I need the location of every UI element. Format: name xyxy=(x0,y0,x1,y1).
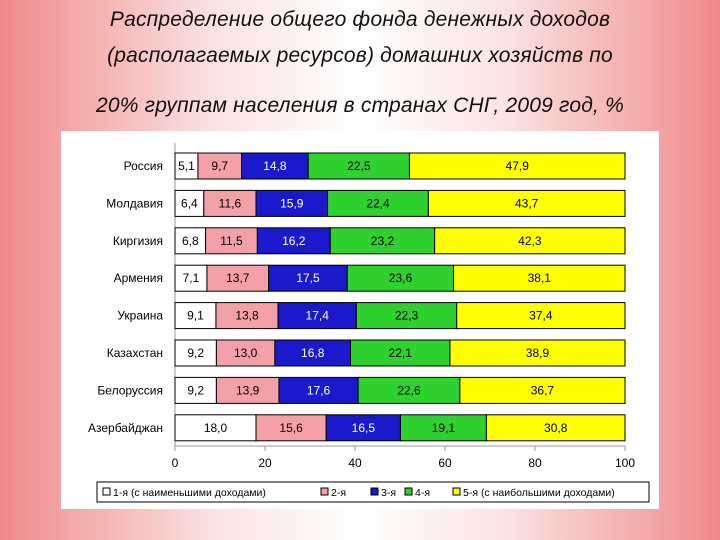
data-label: 6,4 xyxy=(181,196,198,210)
data-label: 9,1 xyxy=(187,309,204,323)
bar-segment xyxy=(174,339,217,367)
data-label: 16,8 xyxy=(301,346,325,360)
data-label: 22,3 xyxy=(395,309,419,323)
category-label: Украина xyxy=(117,309,163,323)
category-label: Казахстан xyxy=(107,346,163,360)
data-label: 22,4 xyxy=(366,196,390,210)
legend-label: 5-я (с наибольшими доходами) xyxy=(463,487,615,499)
data-label: 22,6 xyxy=(397,383,421,397)
data-label: 38,9 xyxy=(526,346,550,360)
legend-swatch xyxy=(320,487,329,496)
data-label: 43,7 xyxy=(515,196,539,210)
data-label: 19,1 xyxy=(432,421,456,435)
chart-title-line-2: (располагаемых ресурсов) домашних хозяйс… xyxy=(107,44,613,67)
data-label: 13,0 xyxy=(234,346,258,360)
x-tick-label: 80 xyxy=(528,456,542,470)
legend-label: 3-я xyxy=(381,487,396,499)
category-label: Киргизия xyxy=(113,234,163,248)
data-label: 14,8 xyxy=(263,159,287,173)
bar-segment xyxy=(268,264,348,292)
x-tick-label: 40 xyxy=(348,456,362,470)
bar-segment xyxy=(329,227,436,255)
legend-label: 4-я xyxy=(415,487,430,499)
bar-segment xyxy=(255,414,327,442)
bar-segment xyxy=(453,264,626,292)
data-label: 30,8 xyxy=(544,421,568,435)
bar-segment xyxy=(174,189,205,217)
bar-segment xyxy=(350,339,451,367)
data-label: 16,2 xyxy=(282,234,306,248)
data-label: 17,6 xyxy=(307,383,331,397)
data-label: 42,3 xyxy=(518,234,542,248)
bar-segment xyxy=(459,376,626,404)
bar-segment xyxy=(485,414,626,442)
data-label: 13,9 xyxy=(236,383,260,397)
bar-segment xyxy=(174,376,217,404)
bar-segment xyxy=(215,302,279,330)
data-label: 37,4 xyxy=(529,309,553,323)
bar-segment xyxy=(174,264,208,292)
data-label: 47,9 xyxy=(506,159,530,173)
data-label: 15,6 xyxy=(279,421,303,435)
stacked-bar-chart: Россия 5,1 9,7 14,8 22,5 47,9 Молдавия 6,4 11,6 1… xyxy=(88,143,650,503)
data-label: 13,7 xyxy=(226,271,250,285)
legend-swatch xyxy=(452,487,461,496)
data-label: 15,9 xyxy=(280,196,304,210)
data-label: 11,5 xyxy=(220,234,243,248)
data-label: 6,8 xyxy=(182,234,199,248)
bar-segment xyxy=(277,302,357,330)
data-label: 22,5 xyxy=(347,159,371,173)
data-label: 9,2 xyxy=(187,346,204,360)
legend-swatch xyxy=(404,487,413,496)
chart-panel: Россия 5,1 9,7 14,8 22,5 47,9 Молдавия 6,4 11,6 1… xyxy=(61,131,659,509)
chart-title-line-1: Распределение общего фонда денежных дохо… xyxy=(109,8,611,31)
legend-label: 2-я xyxy=(331,487,346,499)
data-label: 22,1 xyxy=(389,346,413,360)
bar-segment xyxy=(274,339,351,367)
data-label: 9,7 xyxy=(211,159,228,173)
data-label: 7,1 xyxy=(183,271,200,285)
bar-segment xyxy=(346,264,455,292)
bar-segment xyxy=(449,339,626,367)
legend-swatch xyxy=(102,487,111,496)
bar-segment xyxy=(399,414,487,442)
data-label: 16,5 xyxy=(352,421,376,435)
bar-segment xyxy=(355,302,458,330)
data-label: 17,5 xyxy=(296,271,320,285)
bar-segment xyxy=(456,302,626,330)
data-label: 11,6 xyxy=(219,196,242,210)
bar-segment xyxy=(206,264,270,292)
x-tick-label: 100 xyxy=(615,456,635,470)
category-label: Молдавия xyxy=(106,196,163,210)
bar-segment xyxy=(307,152,410,180)
category-label: Белоруссия xyxy=(97,383,163,397)
data-label: 17,4 xyxy=(306,309,330,323)
bar-segment xyxy=(205,227,258,255)
bar-segment xyxy=(278,376,359,404)
x-tick-label: 60 xyxy=(438,456,452,470)
x-tick-label: 0 xyxy=(172,456,179,470)
data-label: 13,8 xyxy=(235,309,259,323)
data-label: 23,2 xyxy=(371,234,395,248)
legend-label: 1-я (с наименьшими доходами) xyxy=(113,487,266,499)
category-label: Россия xyxy=(124,159,163,173)
bar-segment xyxy=(215,339,276,367)
data-label: 5,1 xyxy=(178,159,195,173)
category-label: Азербайджан xyxy=(88,421,163,435)
bar-segment xyxy=(255,189,329,217)
x-tick-label: 20 xyxy=(258,456,272,470)
bar-segment xyxy=(174,302,217,330)
data-label: 36,7 xyxy=(531,383,555,397)
data-label: 18,0 xyxy=(204,421,228,435)
bar-segment xyxy=(427,189,626,217)
legend-swatch xyxy=(370,487,379,496)
bar-segment xyxy=(434,227,626,255)
data-label: 9,2 xyxy=(187,383,204,397)
bar-segment xyxy=(408,152,626,180)
data-label: 38,1 xyxy=(528,271,552,285)
data-label: 23,6 xyxy=(389,271,413,285)
chart-title-line-3: 20% группам населения в странах СНГ, 200… xyxy=(96,94,624,117)
category-label: Армения xyxy=(114,271,163,285)
bar-segment xyxy=(174,414,257,442)
